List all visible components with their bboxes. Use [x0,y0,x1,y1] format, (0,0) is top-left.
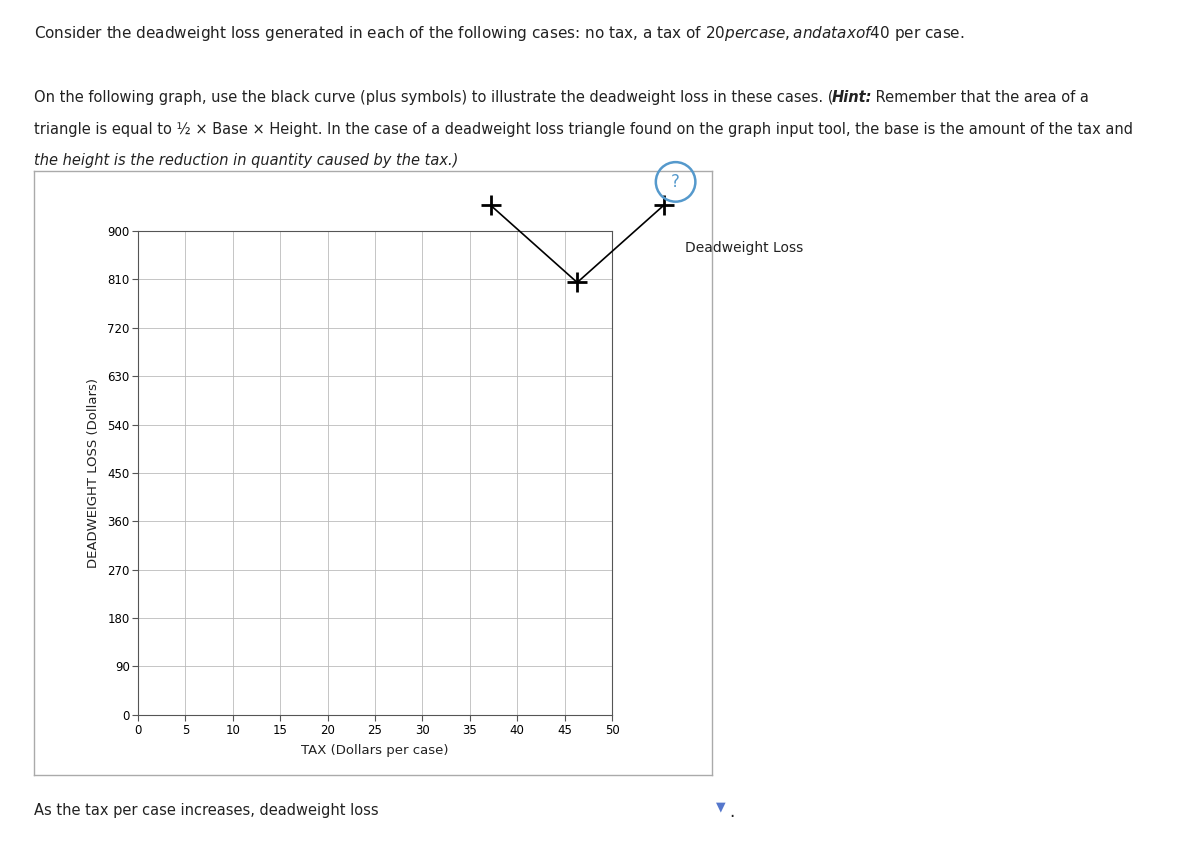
X-axis label: TAX (Dollars per case): TAX (Dollars per case) [301,745,449,758]
Text: triangle is equal to ½ × Base × Height. In the case of a deadweight loss triangl: triangle is equal to ½ × Base × Height. … [34,122,1133,137]
Text: Hint:: Hint: [832,90,872,105]
Text: On the following graph, use the black curve (plus symbols) to illustrate the dea: On the following graph, use the black cu… [34,90,833,105]
Text: ?: ? [671,173,680,191]
Text: Remember that the area of a: Remember that the area of a [871,90,1090,105]
Y-axis label: DEADWEIGHT LOSS (Dollars): DEADWEIGHT LOSS (Dollars) [88,378,101,568]
Text: Consider the deadweight loss generated in each of the following cases: no tax, a: Consider the deadweight loss generated i… [34,24,965,43]
Text: the height is the reduction in quantity caused by the tax.): the height is the reduction in quantity … [34,153,458,169]
Text: As the tax per case increases, deadweight loss: As the tax per case increases, deadweigh… [34,803,378,818]
Text: ▼: ▼ [716,800,726,813]
Text: .: . [730,803,734,821]
Text: Deadweight Loss: Deadweight Loss [685,241,804,255]
